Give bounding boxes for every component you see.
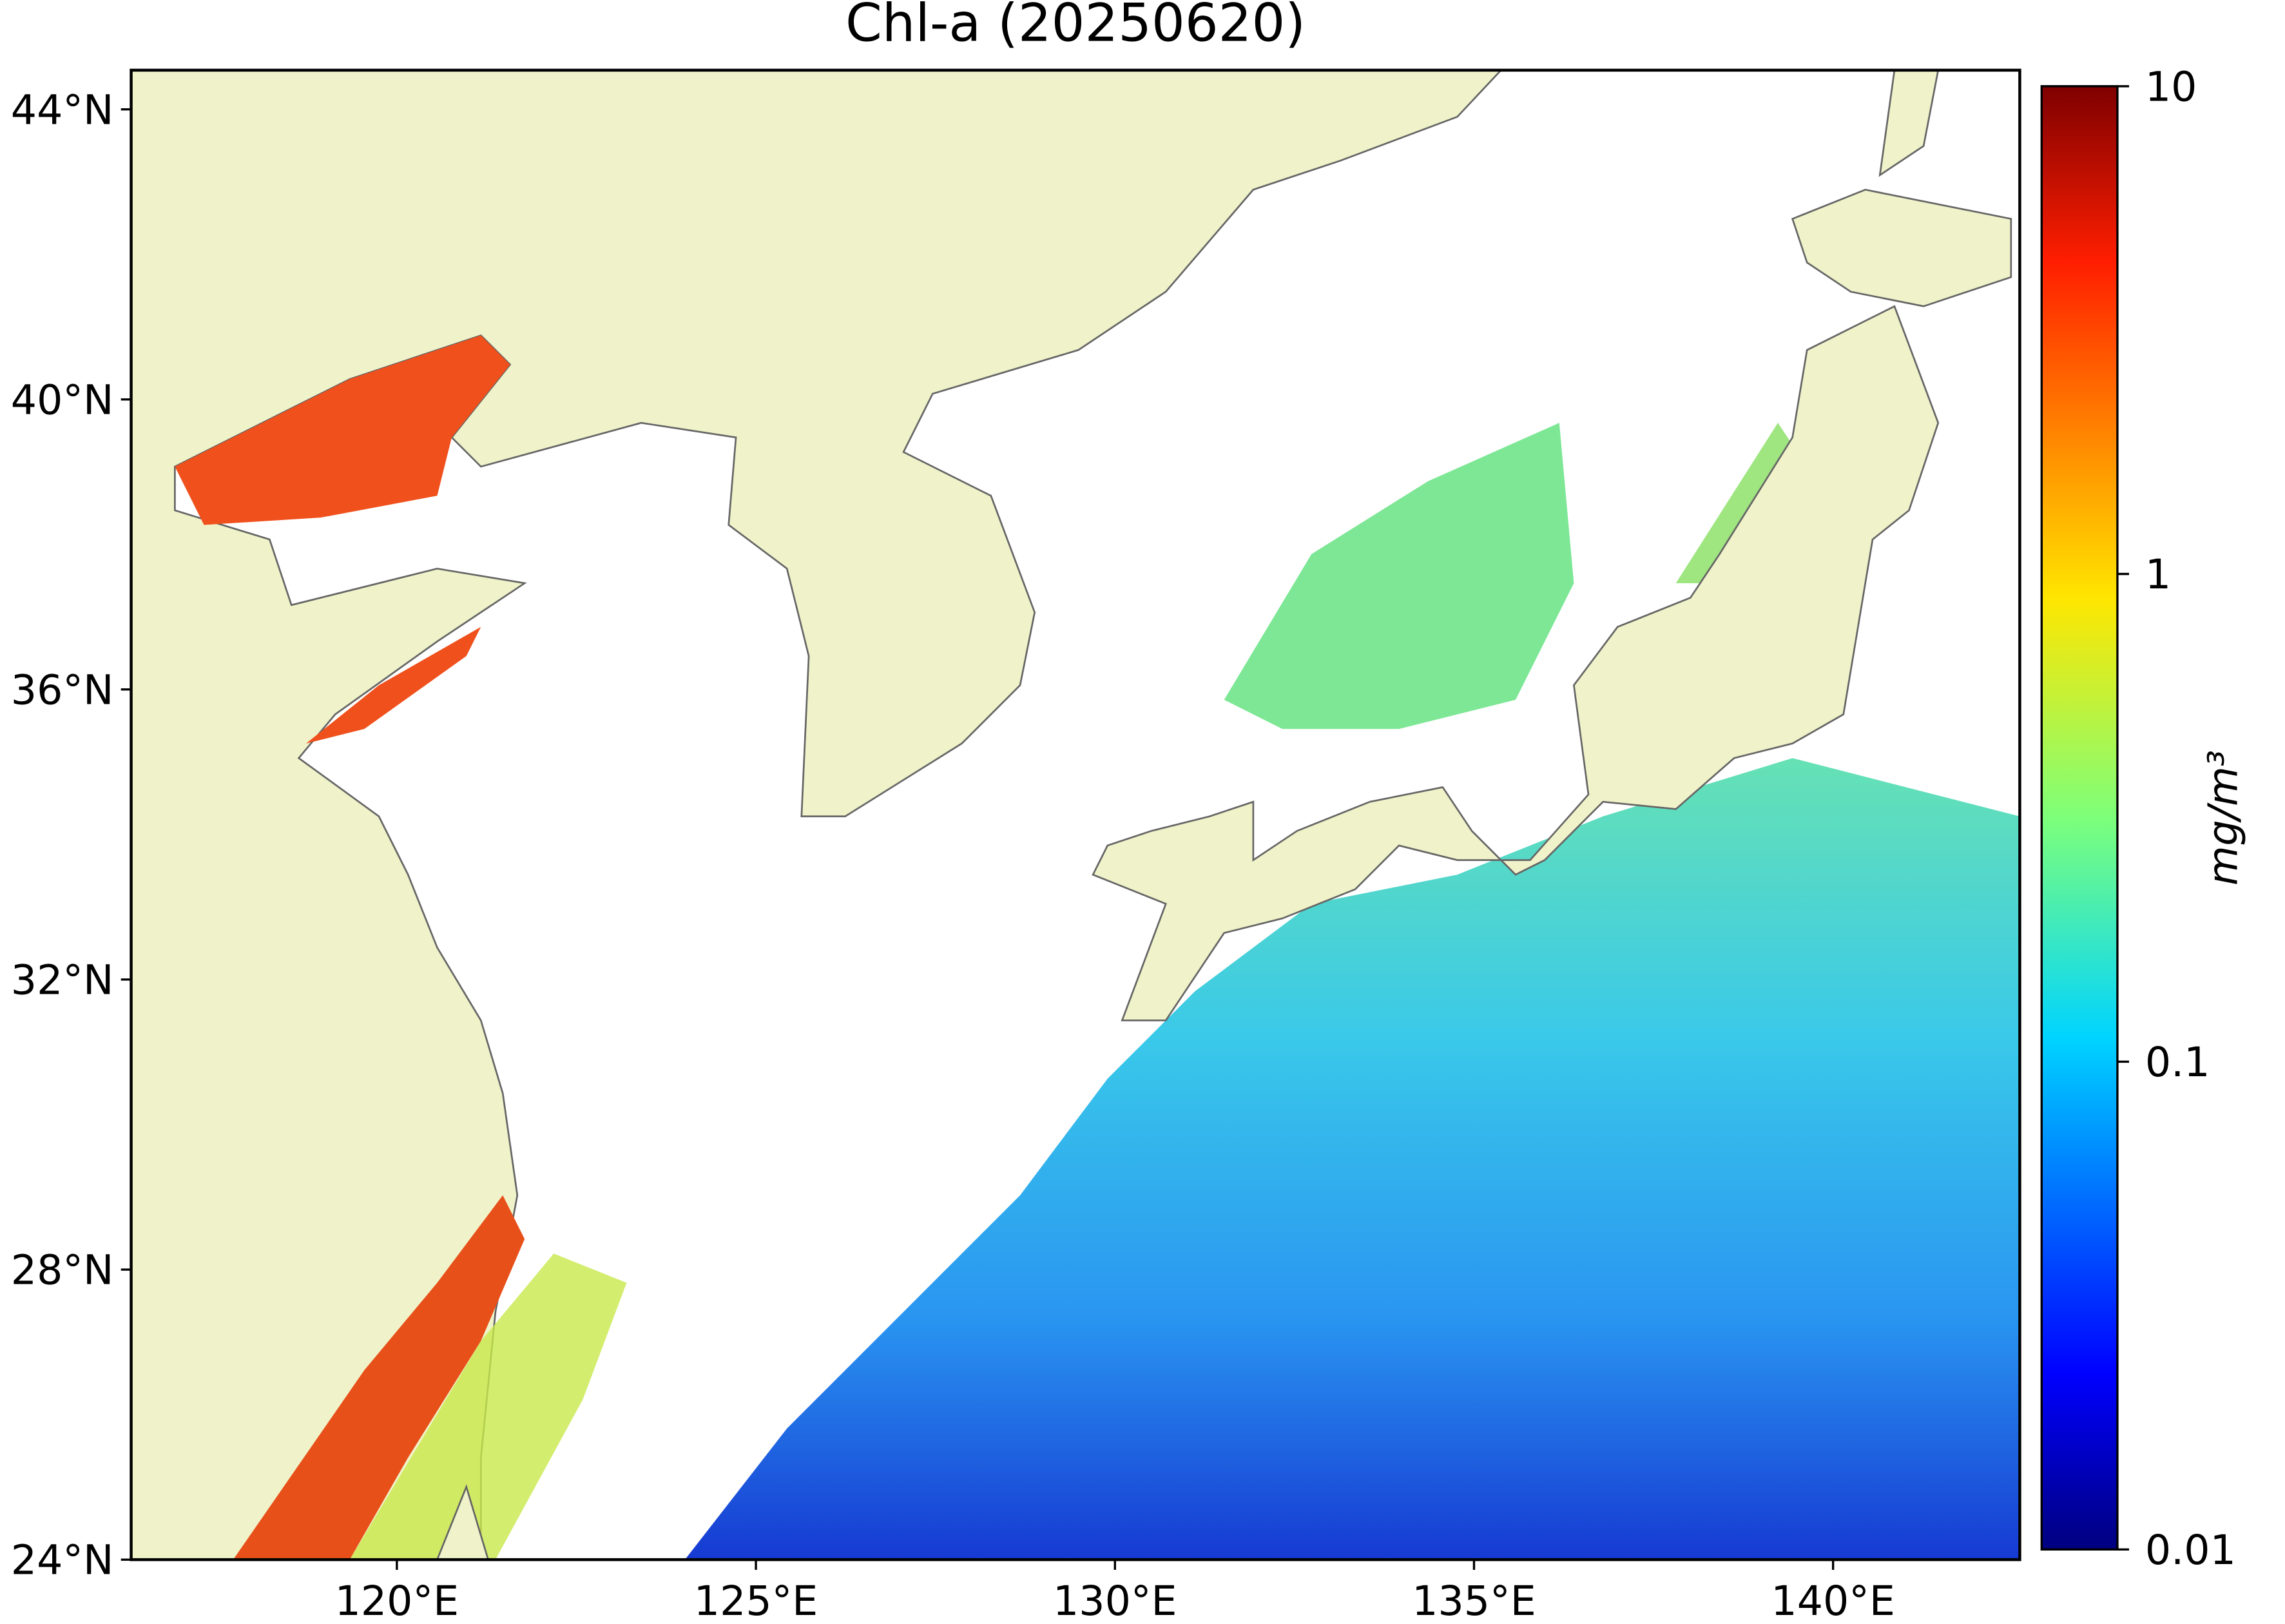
x-tick-label: 140°E xyxy=(1771,1577,1895,1624)
x-tick-label: 120°E xyxy=(335,1577,459,1624)
colorbar-label: mg/m³ xyxy=(2199,750,2246,885)
x-tick-label: 125°E xyxy=(694,1577,818,1624)
chlorophyll-shandong xyxy=(305,626,481,744)
chlorophyll-shelf xyxy=(349,1253,627,1560)
colorbar-tick-label: 10 xyxy=(2145,63,2197,110)
chlorophyll-japan-sea xyxy=(1224,423,1574,730)
colorbar-tick-label: 0.1 xyxy=(2145,1038,2210,1086)
colorbar-tick-label: 1 xyxy=(2145,550,2171,598)
japan-land xyxy=(1092,305,1940,1021)
axes-frame xyxy=(130,68,2021,1561)
y-tick-label: 28°N xyxy=(11,1246,114,1294)
chlorophyll-japan-east xyxy=(1675,423,1808,583)
y-tick-label: 44°N xyxy=(11,86,114,133)
x-tick-label: 135°E xyxy=(1412,1577,1536,1624)
chlorophyll-pacific xyxy=(684,758,2020,1560)
sakhalin-land xyxy=(1878,70,1940,177)
chlorophyll-east-china xyxy=(233,1195,525,1560)
hokkaido-land xyxy=(1791,188,2012,307)
y-tick-label: 24°N xyxy=(11,1536,114,1584)
y-tick-label: 32°N xyxy=(11,956,114,1004)
colorbar-tick-label: 0.01 xyxy=(2145,1526,2236,1574)
x-tick-label: 130°E xyxy=(1053,1577,1177,1624)
chlorophyll-bohai xyxy=(175,335,510,525)
map-area xyxy=(131,70,2020,1560)
colorbar xyxy=(2040,85,2119,1551)
map-title: Chl-a (20250620) xyxy=(845,0,1306,54)
taiwan-land xyxy=(436,1484,490,1560)
y-tick-label: 36°N xyxy=(11,666,114,713)
y-tick-label: 40°N xyxy=(11,376,114,423)
